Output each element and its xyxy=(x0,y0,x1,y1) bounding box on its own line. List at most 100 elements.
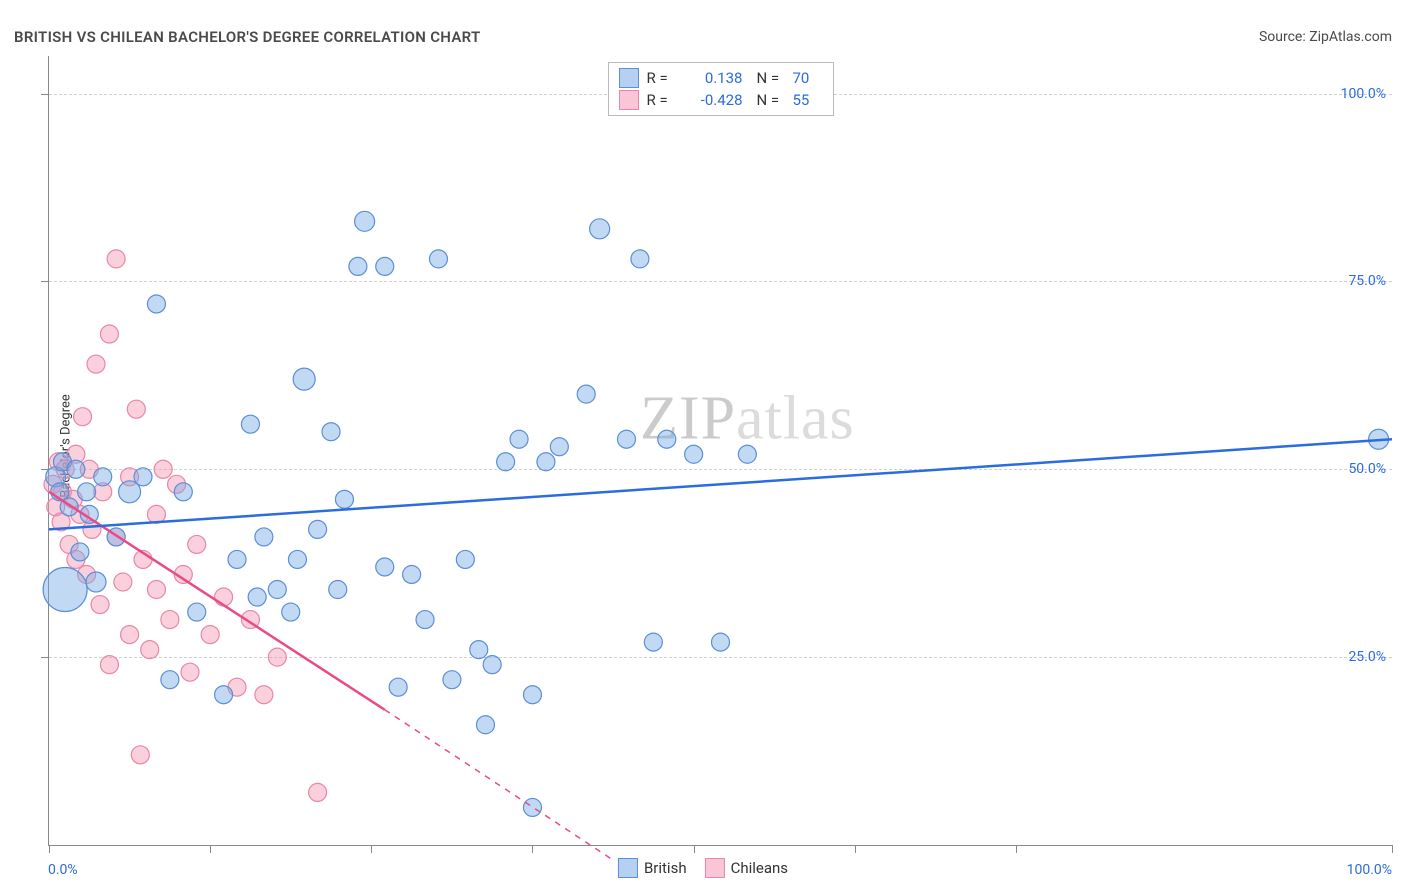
scatter-point-chileans xyxy=(100,656,118,674)
scatter-point-chileans xyxy=(215,588,233,606)
scatter-point-british xyxy=(523,686,541,704)
scatter-point-british xyxy=(644,633,662,651)
swatch-british xyxy=(619,68,639,88)
scatter-point-british xyxy=(228,550,246,568)
regression-line-british xyxy=(49,439,1392,529)
scatter-point-chileans xyxy=(107,250,125,268)
y-tick xyxy=(41,281,49,282)
scatter-point-chileans xyxy=(114,573,132,591)
y-tick xyxy=(41,657,49,658)
scatter-point-british xyxy=(631,250,649,268)
scatter-point-british xyxy=(309,520,327,538)
scatter-point-british xyxy=(94,468,112,486)
source-attribution: Source: ZipAtlas.com xyxy=(1259,29,1392,45)
scatter-point-british xyxy=(550,438,568,456)
scatter-point-british xyxy=(738,445,756,463)
scatter-point-british xyxy=(403,565,421,583)
scatter-point-british xyxy=(134,468,152,486)
scatter-point-chileans xyxy=(268,648,286,666)
scatter-point-british xyxy=(416,611,434,629)
scatter-point-british xyxy=(329,581,347,599)
scatter-point-british xyxy=(658,430,676,448)
scatter-point-chileans xyxy=(141,641,159,659)
plot-area: R = 0.138 N = 70 R = -0.428 N = 55 ZIPat… xyxy=(48,56,1392,846)
scatter-point-chileans xyxy=(147,581,165,599)
legend-item-british: British xyxy=(618,858,687,878)
scatter-svg xyxy=(49,56,1392,845)
scatter-point-british xyxy=(355,211,375,231)
scatter-point-british xyxy=(590,219,610,239)
scatter-point-british xyxy=(483,656,501,674)
scatter-point-british xyxy=(523,798,541,816)
scatter-point-british xyxy=(43,568,87,612)
chart-container: BRITISH VS CHILEAN BACHELOR'S DEGREE COR… xyxy=(0,0,1406,892)
x-tick xyxy=(1392,845,1393,853)
x-tick xyxy=(1016,845,1017,853)
scatter-point-british xyxy=(241,415,259,433)
scatter-point-chileans xyxy=(154,460,172,478)
scatter-point-british xyxy=(188,603,206,621)
scatter-point-british xyxy=(255,528,273,546)
scatter-point-british xyxy=(389,678,407,696)
scatter-point-british xyxy=(86,572,106,592)
x-tick xyxy=(210,845,211,853)
scatter-point-british xyxy=(712,633,730,651)
scatter-point-british xyxy=(322,423,340,441)
scatter-point-british xyxy=(67,460,85,478)
scatter-point-chileans xyxy=(127,400,145,418)
scatter-point-chileans xyxy=(121,626,139,644)
scatter-point-chileans xyxy=(161,611,179,629)
scatter-point-chileans xyxy=(91,596,109,614)
scatter-point-chileans xyxy=(255,686,273,704)
scatter-point-british xyxy=(335,490,353,508)
scatter-point-british xyxy=(78,483,96,501)
scatter-point-british xyxy=(71,543,89,561)
x-tick xyxy=(694,845,695,853)
scatter-point-british xyxy=(376,257,394,275)
scatter-point-british xyxy=(685,445,703,463)
scatter-point-british xyxy=(349,257,367,275)
scatter-point-british xyxy=(215,686,233,704)
scatter-point-british xyxy=(288,550,306,568)
scatter-point-british xyxy=(147,295,165,313)
swatch-chileans-bottom xyxy=(705,858,725,878)
scatter-point-chileans xyxy=(131,746,149,764)
scatter-point-british xyxy=(268,581,286,599)
r-label: R = xyxy=(647,69,675,87)
x-tick xyxy=(855,845,856,853)
scatter-point-british xyxy=(443,671,461,689)
scatter-point-chileans xyxy=(309,783,327,801)
n-value-chileans: 55 xyxy=(793,91,823,109)
chart-header: BRITISH VS CHILEAN BACHELOR'S DEGREE COR… xyxy=(14,28,1392,46)
scatter-point-british xyxy=(456,550,474,568)
r-value-british: 0.138 xyxy=(683,69,743,87)
correlation-legend: R = 0.138 N = 70 R = -0.428 N = 55 xyxy=(608,62,834,116)
scatter-point-british xyxy=(470,641,488,659)
scatter-point-british xyxy=(161,671,179,689)
series-legend: British Chileans xyxy=(618,858,788,878)
scatter-point-british xyxy=(248,588,266,606)
scatter-point-chileans xyxy=(188,535,206,553)
scatter-point-chileans xyxy=(100,325,118,343)
n-label: N = xyxy=(757,91,785,109)
scatter-point-british xyxy=(293,368,315,390)
scatter-point-british xyxy=(537,453,555,471)
n-label: N = xyxy=(757,69,785,87)
legend-row-chileans: R = -0.428 N = 55 xyxy=(619,89,823,111)
scatter-point-british xyxy=(282,603,300,621)
scatter-point-british xyxy=(429,250,447,268)
scatter-point-british xyxy=(174,483,192,501)
r-value-chileans: -0.428 xyxy=(683,91,743,109)
legend-label-chileans: Chileans xyxy=(731,859,788,877)
r-label: R = xyxy=(647,91,675,109)
legend-label-british: British xyxy=(644,859,687,877)
y-tick xyxy=(41,94,49,95)
chart-title: BRITISH VS CHILEAN BACHELOR'S DEGREE COR… xyxy=(14,28,481,46)
n-value-british: 70 xyxy=(793,69,823,87)
scatter-point-chileans xyxy=(201,626,219,644)
scatter-point-british xyxy=(617,430,635,448)
legend-row-british: R = 0.138 N = 70 xyxy=(619,67,823,89)
scatter-point-british xyxy=(510,430,528,448)
swatch-chileans xyxy=(619,90,639,110)
x-axis-max-label: 100.0% xyxy=(1347,862,1392,878)
